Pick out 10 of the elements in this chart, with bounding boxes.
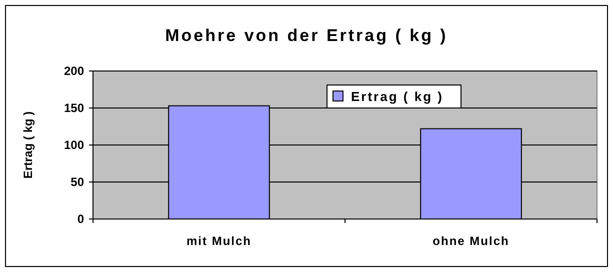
y-tick-label: 0 xyxy=(77,212,84,226)
y-tick-label: 200 xyxy=(64,64,84,78)
y-tick-label: 100 xyxy=(64,138,84,152)
x-tick-label: mit Mulch xyxy=(186,234,252,248)
y-tick-label: 150 xyxy=(64,101,84,115)
legend-label: Ertrag ( kg ) xyxy=(351,89,444,104)
chart-title: Moehre von der Ertrag ( kg ) xyxy=(165,26,448,45)
x-tick-label: ohne Mulch xyxy=(432,234,510,248)
y-axis-title: Ertrag ( kg ) xyxy=(21,111,35,179)
y-tick-label: 50 xyxy=(70,175,84,189)
